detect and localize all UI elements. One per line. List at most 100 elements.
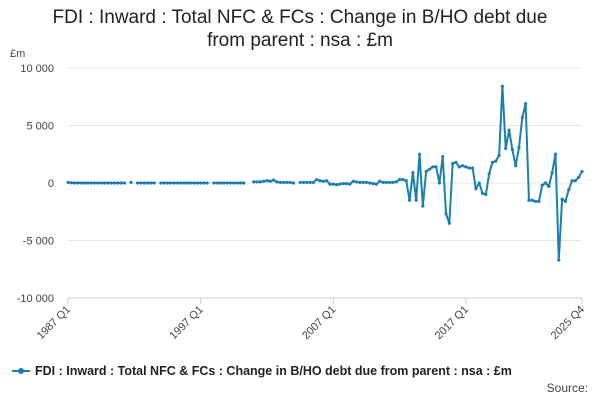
series-point	[547, 184, 551, 189]
series-point	[291, 181, 296, 185]
series-point	[444, 212, 448, 216]
series-point	[278, 180, 282, 185]
series-point	[407, 198, 412, 202]
series-point	[348, 182, 352, 186]
series-point	[553, 152, 558, 156]
series-point	[351, 179, 355, 183]
series-point	[328, 182, 332, 186]
chart-title-line-2: from parent : nsa : £m	[207, 30, 393, 51]
series-point	[520, 115, 524, 120]
series-point	[102, 181, 107, 185]
series-point	[388, 180, 392, 185]
series-point	[119, 181, 123, 185]
series-point	[570, 179, 574, 183]
series-point	[82, 181, 87, 185]
legend-series-label: FDI : Inward : Total NFC & FCs : Change …	[35, 364, 512, 378]
series-point	[378, 179, 382, 183]
series-point	[175, 181, 180, 185]
series-point	[195, 181, 199, 185]
x-tick-label: 2017 Q1	[433, 304, 471, 342]
y-tick-label: 0	[48, 178, 54, 190]
series-point	[205, 181, 209, 185]
series-point	[335, 183, 339, 187]
series-point	[106, 181, 110, 185]
series-point	[232, 181, 236, 185]
series-point	[580, 169, 584, 174]
series-point	[179, 181, 183, 185]
x-tick-label: 2025 Q4	[549, 304, 587, 342]
series-point	[89, 181, 93, 185]
series-point	[530, 198, 534, 202]
series-point	[185, 181, 189, 185]
series-point	[182, 181, 186, 185]
series-point	[434, 165, 438, 169]
series-point	[136, 181, 140, 185]
series-point	[371, 181, 375, 186]
chart-legend[interactable]: FDI : Inward : Total NFC & FCs : Change …	[12, 364, 512, 378]
series-point	[222, 181, 226, 185]
series-point	[252, 180, 256, 184]
series-point	[268, 179, 272, 183]
series-point	[494, 159, 498, 163]
series-point	[145, 181, 150, 185]
legend-series-swatch-icon	[12, 366, 30, 376]
series-point	[218, 181, 223, 185]
source-label: Source:	[546, 381, 588, 395]
series-point	[451, 161, 455, 166]
y-tick-label: 10 000	[20, 63, 54, 75]
series-point	[189, 181, 193, 185]
series-point	[165, 181, 170, 185]
series-point	[464, 165, 468, 169]
series-point	[431, 165, 435, 169]
series-point	[212, 181, 216, 185]
series-point	[540, 183, 544, 187]
series-point	[262, 179, 266, 183]
chart-title: FDI : Inward : Total NFC & FCs : Change …	[0, 6, 600, 52]
series-point	[470, 166, 475, 170]
series-point	[533, 199, 538, 203]
series-point	[560, 197, 564, 201]
y-tick-label: -5 000	[23, 236, 54, 248]
series-point	[543, 181, 548, 185]
series-point	[92, 181, 97, 185]
series-point	[169, 181, 173, 185]
series-point	[305, 180, 309, 185]
series-point	[557, 258, 561, 262]
series-point	[527, 198, 531, 202]
series-point	[474, 187, 478, 191]
series-point	[427, 167, 432, 171]
series-point	[477, 181, 481, 185]
series-point	[417, 152, 422, 156]
series-point	[437, 181, 442, 185]
series-point	[354, 180, 359, 184]
series-point	[401, 177, 405, 182]
series-point	[301, 180, 306, 185]
series-point	[361, 180, 365, 185]
y-tick-label: -10 000	[17, 293, 54, 305]
series-point	[275, 180, 279, 184]
series-point	[391, 180, 395, 185]
series-point	[384, 180, 388, 185]
series-point	[524, 102, 528, 106]
series-point	[96, 181, 100, 185]
series-point	[577, 175, 581, 179]
series-point	[447, 221, 451, 225]
series-point	[480, 191, 485, 195]
series-point	[374, 182, 378, 186]
y-axis-unit-label: £m	[10, 48, 26, 60]
series-point	[514, 164, 518, 168]
series-point	[66, 180, 70, 185]
series-point	[461, 164, 465, 168]
series-point	[398, 177, 402, 182]
series-point	[421, 204, 425, 208]
series-point	[381, 180, 385, 185]
series-point	[510, 148, 514, 152]
series-point	[338, 182, 342, 186]
series-point	[159, 181, 163, 185]
series-point	[321, 179, 325, 183]
series-point	[424, 169, 428, 174]
series-point	[162, 181, 166, 185]
series-point	[73, 181, 77, 185]
series-point	[497, 153, 501, 157]
